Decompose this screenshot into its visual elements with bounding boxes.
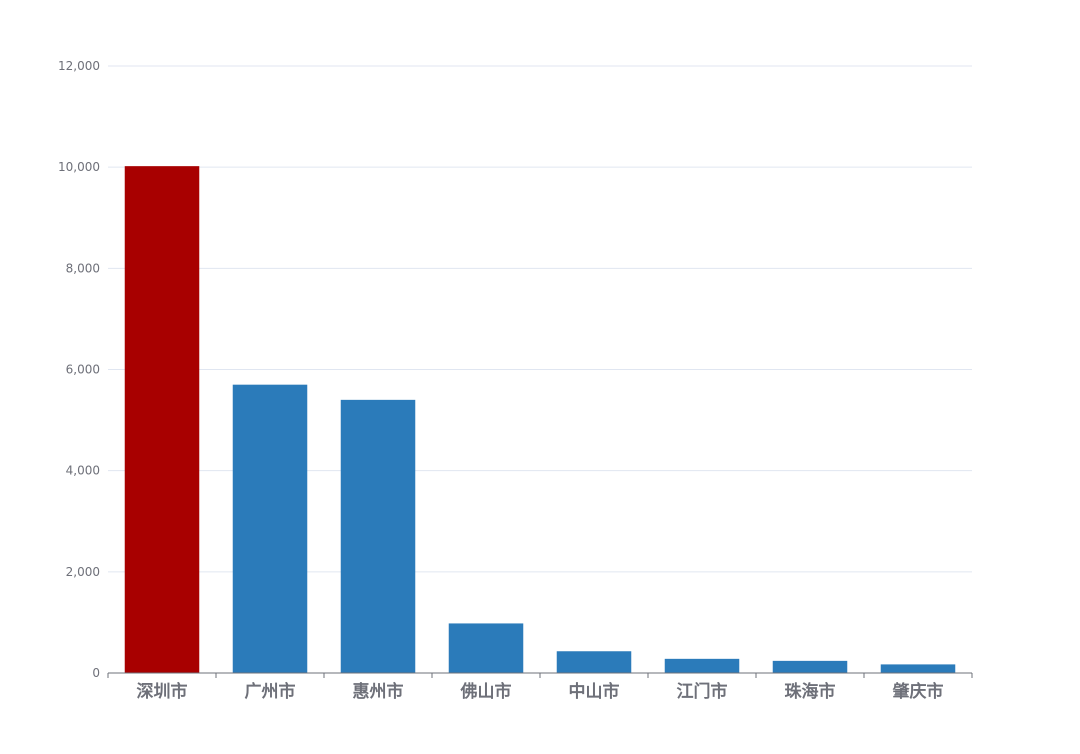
y-tick-label: 10,000 <box>58 160 100 174</box>
bar-5[interactable] <box>664 658 740 673</box>
x-tick-label: 惠州市 <box>353 681 404 702</box>
bar-3[interactable] <box>448 623 524 673</box>
y-tick-label: 4,000 <box>66 464 100 478</box>
y-tick-label: 6,000 <box>66 363 100 377</box>
y-tick-label: 8,000 <box>66 261 100 275</box>
bars <box>124 166 956 673</box>
x-tick-label: 广州市 <box>245 681 296 702</box>
x-tick-label: 江门市 <box>677 681 728 702</box>
bar-1[interactable] <box>232 384 308 673</box>
x-tick-label: 佛山市 <box>460 681 512 702</box>
bar-6[interactable] <box>772 660 848 673</box>
y-tick-label: 2,000 <box>66 565 100 579</box>
x-tick-label: 肇庆市 <box>893 681 944 702</box>
bar-7[interactable] <box>880 664 956 673</box>
bar-2[interactable] <box>340 399 416 673</box>
bar-0[interactable] <box>124 166 200 673</box>
x-tick-label: 深圳市 <box>137 681 188 702</box>
y-tick-label: 12,000 <box>58 59 100 73</box>
bar-4[interactable] <box>556 651 632 673</box>
axes: 0 2,000 4,000 6,000 8,000 10,000 12,000 深圳市 广州市 惠… <box>58 59 973 702</box>
x-tick-label: 珠海市 <box>785 681 836 702</box>
x-tick-label: 中山市 <box>569 681 620 702</box>
y-tick-label: 0 <box>92 666 100 680</box>
